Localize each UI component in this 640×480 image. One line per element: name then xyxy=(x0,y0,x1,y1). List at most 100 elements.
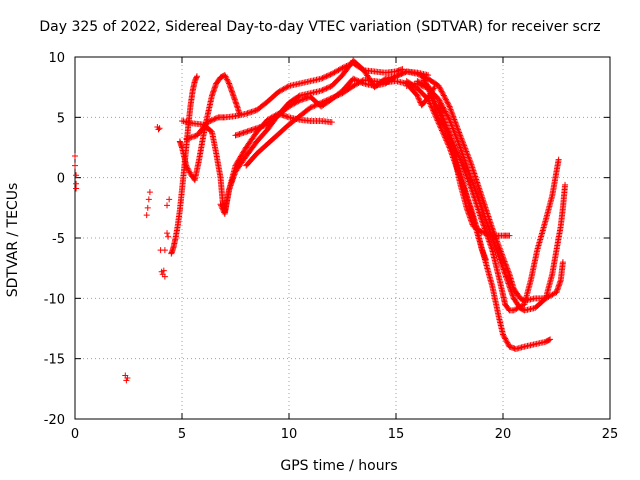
data-point xyxy=(438,88,445,95)
data-point xyxy=(72,152,78,159)
data-point xyxy=(479,219,486,226)
data-point xyxy=(160,267,167,274)
data-point xyxy=(448,107,455,114)
data-point xyxy=(295,98,302,105)
data-point xyxy=(486,239,493,246)
data-point xyxy=(464,166,471,173)
data-point xyxy=(359,79,366,86)
data-point xyxy=(478,245,485,252)
data-point xyxy=(496,255,503,262)
data-point xyxy=(439,112,446,119)
data-point xyxy=(435,96,442,103)
data-point xyxy=(463,163,470,170)
data-point xyxy=(500,254,506,261)
data-point xyxy=(310,103,317,110)
data-point xyxy=(499,252,506,259)
data-point xyxy=(437,85,444,92)
data-point xyxy=(218,202,225,209)
data-point xyxy=(322,73,329,80)
data-point xyxy=(488,244,495,251)
data-point xyxy=(414,70,421,77)
data-point xyxy=(417,79,424,86)
data-point xyxy=(161,247,168,254)
data-point xyxy=(452,131,459,138)
data-point xyxy=(437,124,444,131)
data-point xyxy=(444,99,451,106)
y-tick-label: -5 xyxy=(52,232,65,247)
data-point xyxy=(464,175,471,182)
data-point xyxy=(445,114,452,121)
data-point xyxy=(156,125,163,132)
data-point xyxy=(418,72,425,79)
data-point xyxy=(445,100,452,107)
data-point xyxy=(311,102,318,109)
y-tick-label: -15 xyxy=(44,353,65,368)
data-point xyxy=(308,104,315,111)
y-tick-label: 0 xyxy=(57,172,65,187)
data-point xyxy=(421,77,428,84)
data-point xyxy=(450,126,457,133)
data-point xyxy=(442,135,449,142)
data-point xyxy=(484,222,491,229)
data-point xyxy=(184,165,191,172)
data-point xyxy=(443,137,450,144)
data-point xyxy=(448,122,455,129)
data-point xyxy=(463,161,470,168)
data-point xyxy=(422,80,429,87)
data-point xyxy=(438,110,445,117)
data-point xyxy=(214,114,221,121)
data-point xyxy=(326,72,333,79)
data-point xyxy=(483,219,490,226)
data-point xyxy=(414,78,421,85)
data-point xyxy=(206,118,213,125)
data-point xyxy=(481,252,488,259)
data-point xyxy=(435,82,442,89)
data-point xyxy=(488,245,495,252)
x-tick-label: 20 xyxy=(495,427,512,442)
data-point xyxy=(207,117,214,124)
plot-frame xyxy=(74,56,611,420)
data-point xyxy=(463,172,470,179)
data-point xyxy=(441,133,448,140)
data-point xyxy=(443,98,450,105)
data-point xyxy=(415,78,422,85)
data-point xyxy=(440,131,447,138)
data-point xyxy=(441,93,448,100)
data-point xyxy=(422,78,429,85)
data-point xyxy=(225,79,232,86)
x-tick-label: 0 xyxy=(71,427,79,442)
data-point xyxy=(183,164,190,171)
data-point xyxy=(193,74,200,81)
data-point xyxy=(464,194,471,201)
x-tick-label: 10 xyxy=(281,427,298,442)
data-point xyxy=(462,160,469,167)
data-point xyxy=(466,181,473,188)
data-point xyxy=(146,189,153,196)
data-point xyxy=(486,226,493,233)
data-point xyxy=(218,203,225,210)
data-point xyxy=(494,249,501,256)
data-point xyxy=(504,340,511,347)
data-point xyxy=(440,115,447,122)
data-point xyxy=(559,259,566,266)
data-point xyxy=(185,166,192,173)
data-point xyxy=(350,75,357,82)
data-point xyxy=(498,262,505,269)
data-point xyxy=(401,69,408,76)
data-point xyxy=(354,77,361,84)
data-point xyxy=(489,236,496,243)
data-point xyxy=(449,112,456,119)
data-point xyxy=(324,84,331,91)
data-point xyxy=(424,82,431,89)
data-point xyxy=(457,144,464,151)
data-point xyxy=(447,138,454,145)
data-point xyxy=(479,247,486,254)
data-point xyxy=(442,96,449,103)
data-point xyxy=(443,128,450,135)
data-point xyxy=(477,228,484,235)
data-point xyxy=(443,126,450,133)
data-point xyxy=(414,92,421,99)
data-point xyxy=(440,91,447,98)
data-point xyxy=(445,132,452,139)
data-point xyxy=(492,245,499,252)
